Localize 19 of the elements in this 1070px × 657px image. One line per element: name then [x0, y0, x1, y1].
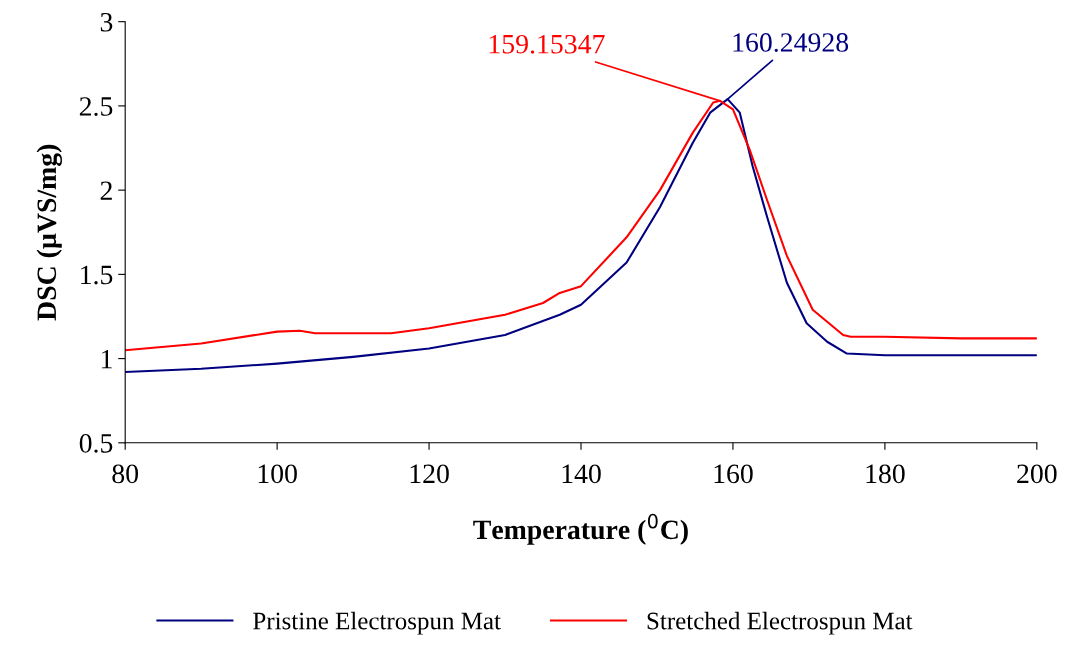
legend-label: Pristine Electrospun Mat: [253, 611, 501, 635]
x-tick-label: 120: [410, 464, 449, 484]
y-tick-label: 2.5: [79, 97, 113, 116]
annotation: 159.15347: [489, 34, 605, 54]
y-axis-title: DSC (µVS/mg): [36, 144, 62, 321]
x-axis-title: Temperature ($^{0}$C): [473, 513, 688, 545]
y-tick-label: 2: [100, 181, 112, 200]
legend-label: Stretched Electrospun Mat: [647, 611, 913, 635]
x-tick-label: 100: [258, 464, 297, 484]
x-tick-label: 200: [1017, 464, 1057, 484]
y-tick-label: 3: [100, 12, 113, 32]
y-tick-label: 1.5: [81, 265, 113, 285]
x-tick-label: 140: [562, 464, 601, 484]
x-tick-label: 180: [866, 464, 905, 484]
y-tick-label: 0.5: [79, 433, 113, 453]
y-tick-label: 1: [101, 349, 112, 369]
x-tick-label: 80: [112, 464, 139, 484]
x-tick-label: 160: [714, 464, 753, 484]
annotation: 160.24928: [733, 33, 849, 52]
